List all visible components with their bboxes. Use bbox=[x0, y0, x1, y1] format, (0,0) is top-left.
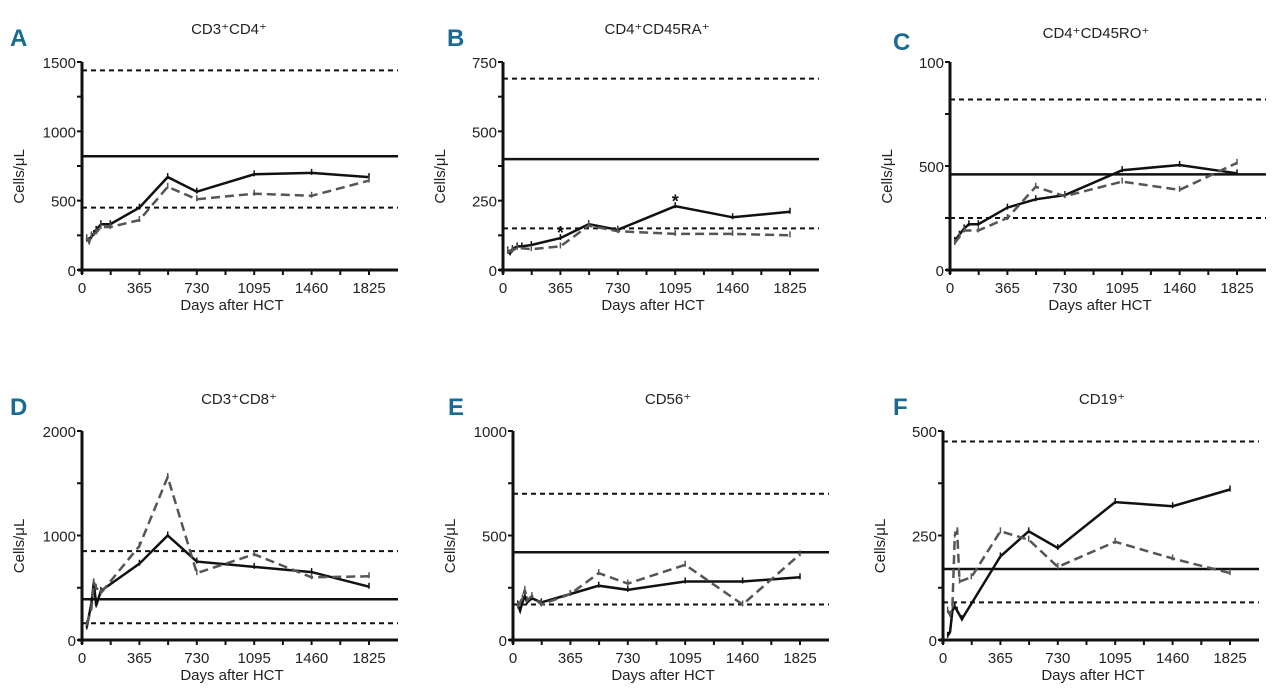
series-line-solid bbox=[946, 488, 1231, 637]
series-line-dashed bbox=[85, 179, 370, 246]
panel-letter: A bbox=[10, 25, 27, 52]
x-axis-label: Days after HCT bbox=[611, 667, 714, 684]
x-tick-label: 365 bbox=[988, 650, 1013, 667]
x-tick-label: 730 bbox=[184, 280, 209, 297]
chart-title: CD3⁺CD8⁺ bbox=[201, 391, 277, 408]
x-tick-label: 730 bbox=[605, 280, 630, 297]
y-tick-label: 1000 bbox=[474, 424, 507, 441]
y-tick-label: 250 bbox=[912, 529, 937, 546]
x-tick-label: 730 bbox=[184, 650, 209, 667]
x-tick-label: 730 bbox=[615, 650, 640, 667]
y-tick-label: 250 bbox=[472, 194, 497, 211]
y-axis-label: Cells/μL bbox=[11, 519, 28, 574]
x-tick-label: 1095 bbox=[1106, 280, 1139, 297]
y-tick-label: 1000 bbox=[43, 529, 76, 546]
panel-letter: C bbox=[893, 29, 910, 56]
panel-f: F CD19⁺ 0 250 500 0 365 730 1095 1460 1825 Days aft… bbox=[872, 391, 1259, 684]
significance-marker: * bbox=[672, 191, 679, 211]
y-tick-label: 1500 bbox=[43, 55, 76, 72]
y-tick-label: 500 bbox=[482, 529, 507, 546]
y-tick-label: 0 bbox=[68, 263, 76, 280]
x-tick-label: 1825 bbox=[773, 280, 806, 297]
x-tick-label: 365 bbox=[548, 280, 573, 297]
x-tick-label: 0 bbox=[78, 280, 86, 297]
chart-title: CD56⁺ bbox=[645, 391, 691, 408]
y-axis-label: Cells/μL bbox=[432, 149, 449, 204]
y-tick-label: 750 bbox=[472, 55, 497, 72]
x-tick-label: 1095 bbox=[238, 650, 271, 667]
x-axis-label: Days after HCT bbox=[180, 667, 283, 684]
x-tick-label: 1825 bbox=[783, 650, 816, 667]
chart-title: CD4⁺CD45RA⁺ bbox=[604, 21, 709, 38]
x-tick-label: 1825 bbox=[1220, 280, 1253, 297]
y-tick-label: 0 bbox=[68, 633, 76, 650]
y-axis-label: Cells/μL bbox=[879, 149, 896, 204]
panel-b: B CD4⁺CD45RA⁺ 0 250 500 750 0 365 730 1095 1460 182… bbox=[432, 21, 819, 314]
panel-d: D CD3⁺CD8⁺ 0 1000 2000 0 365 730 1095 1460 1825 Day… bbox=[10, 391, 398, 684]
x-tick-label: 1095 bbox=[238, 280, 271, 297]
y-tick-label: 0 bbox=[936, 263, 944, 280]
x-tick-label: 1460 bbox=[295, 280, 328, 297]
y-tick-label: 0 bbox=[499, 633, 507, 650]
x-tick-label: 365 bbox=[558, 650, 583, 667]
x-tick-label: 1460 bbox=[1163, 280, 1196, 297]
x-tick-label: 1460 bbox=[726, 650, 759, 667]
y-tick-label: 2000 bbox=[43, 424, 76, 441]
x-tick-label: 1460 bbox=[1156, 650, 1189, 667]
y-tick-label: 500 bbox=[472, 124, 497, 141]
x-axis-label: Days after HCT bbox=[1041, 667, 1144, 684]
panel-letter: B bbox=[447, 25, 464, 52]
panel-a: A CD3⁺CD4⁺ 0 500 1000 1500 0 365 730 1095 1460 1825… bbox=[10, 21, 398, 314]
x-tick-label: 1095 bbox=[669, 650, 702, 667]
x-tick-label: 1460 bbox=[716, 280, 749, 297]
y-tick-label: 0 bbox=[489, 263, 497, 280]
x-tick-label: 365 bbox=[127, 280, 152, 297]
chart-title: CD4⁺CD45RO⁺ bbox=[1043, 25, 1150, 42]
x-tick-label: 1825 bbox=[352, 650, 385, 667]
x-tick-label: 730 bbox=[1045, 650, 1070, 667]
x-tick-label: 0 bbox=[499, 280, 507, 297]
y-tick-label: 100 bbox=[919, 55, 944, 72]
x-tick-label: 0 bbox=[939, 650, 947, 667]
series-line-solid bbox=[516, 576, 801, 615]
panel-letter: F bbox=[893, 394, 908, 421]
y-axis-label: Cells/μL bbox=[442, 519, 459, 574]
series-line-dashed bbox=[507, 224, 791, 254]
y-tick-label: 500 bbox=[51, 194, 76, 211]
x-axis-label: Days after HCT bbox=[180, 297, 283, 314]
x-tick-label: 1460 bbox=[295, 650, 328, 667]
x-axis-label: Days after HCT bbox=[1048, 297, 1151, 314]
y-tick-label: 1000 bbox=[43, 124, 76, 141]
series-line-solid bbox=[953, 163, 1238, 242]
x-tick-label: 1825 bbox=[352, 280, 385, 297]
significance-marker: * bbox=[557, 223, 564, 243]
panel-letter: D bbox=[10, 394, 27, 421]
x-tick-label: 1095 bbox=[1099, 650, 1132, 667]
x-axis-label: Days after HCT bbox=[601, 297, 704, 314]
x-tick-label: 0 bbox=[78, 650, 86, 667]
y-tick-label: 500 bbox=[919, 159, 944, 176]
x-tick-label: 365 bbox=[127, 650, 152, 667]
series-line-solid bbox=[85, 533, 370, 628]
x-tick-label: 1825 bbox=[1213, 650, 1246, 667]
x-tick-label: 365 bbox=[995, 280, 1020, 297]
panel-letter: E bbox=[448, 394, 464, 421]
chart-title: CD3⁺CD4⁺ bbox=[191, 21, 267, 38]
x-tick-label: 0 bbox=[509, 650, 517, 667]
x-tick-label: 0 bbox=[946, 280, 954, 297]
y-axis-label: Cells/μL bbox=[872, 519, 889, 574]
x-tick-label: 1095 bbox=[659, 280, 692, 297]
panel-e: E CD56⁺ 0 500 1000 0 365 730 1095 1460 1825 Days af… bbox=[442, 391, 829, 684]
y-axis-label: Cells/μL bbox=[11, 149, 28, 204]
chart-title: CD19⁺ bbox=[1079, 391, 1125, 408]
y-tick-label: 500 bbox=[912, 424, 937, 441]
x-tick-label: 730 bbox=[1052, 280, 1077, 297]
y-tick-label: 0 bbox=[929, 633, 937, 650]
